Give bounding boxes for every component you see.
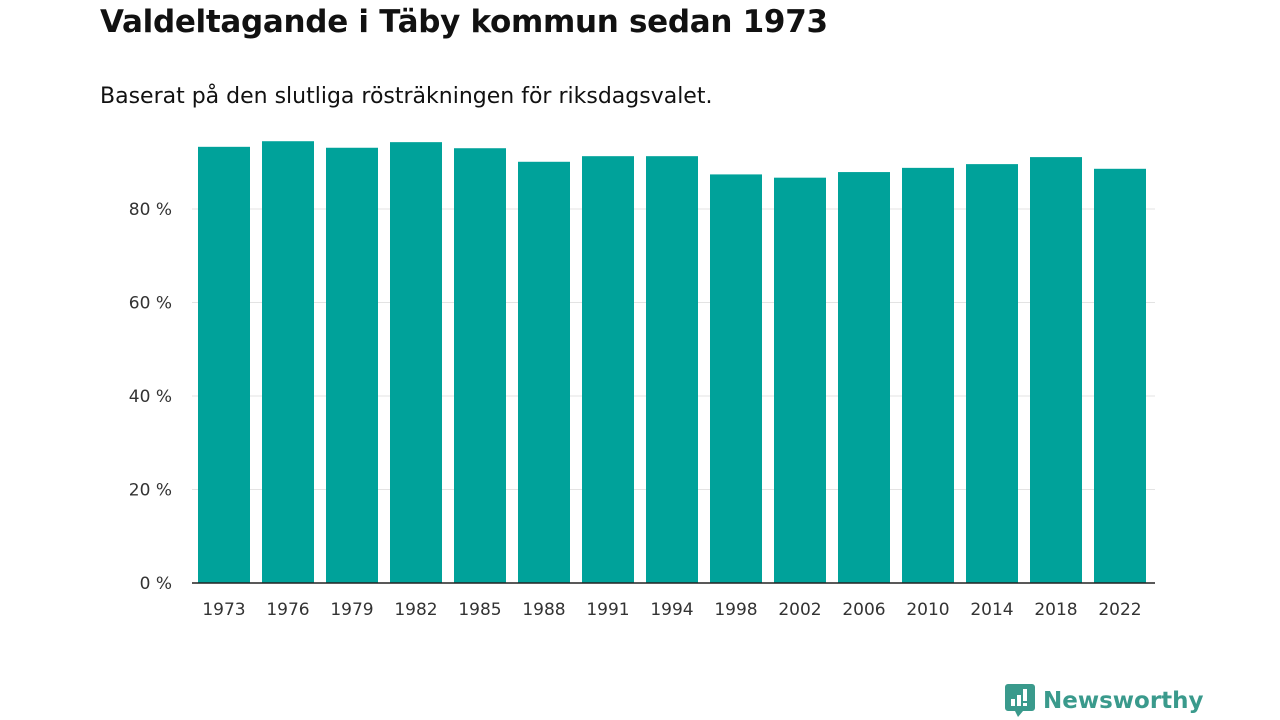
x-tick-label: 1976 [266,600,309,620]
bar-2002[interactable] [774,177,826,584]
bar-1976[interactable] [262,141,314,583]
newsworthy-logo: Newsworthy [1005,684,1204,718]
bar-1982[interactable] [390,142,442,583]
bar-2022[interactable] [1094,168,1146,584]
x-tick-label: 1979 [330,600,373,620]
logo-icon [1005,684,1035,717]
bar-2010[interactable] [902,167,954,584]
bar-1988[interactable] [518,161,570,583]
brand-name: Newsworthy [1043,688,1204,714]
bar-2006[interactable] [838,172,890,583]
y-tick-label: 60 % [129,294,172,314]
x-tick-label: 1985 [458,600,501,620]
x-tick-label: 2002 [778,600,821,620]
bar-1991[interactable] [582,156,634,584]
bar-1985[interactable] [454,148,506,583]
y-tick-label: 0 % [140,574,172,594]
x-tick-label: 2006 [842,600,885,620]
x-tick-label: 1982 [394,600,437,620]
y-tick-label: 20 % [129,481,172,501]
x-tick-label: 1991 [586,600,629,620]
bar-1994[interactable] [646,156,698,584]
bar-2014[interactable] [966,164,1018,583]
bar-2018[interactable] [1030,157,1082,584]
y-tick-label: 80 % [129,200,172,220]
bar-1973[interactable] [198,146,250,583]
x-tick-label: 2010 [906,600,949,620]
x-tick-label: 2022 [1098,600,1141,620]
bar-1998[interactable] [710,174,762,583]
chart-title: Valdeltagande i Täby kommun sedan 1973 [100,4,828,40]
x-tick-label: 2018 [1034,600,1077,620]
x-tick-label: 1988 [522,600,565,620]
x-tick-label: 1998 [714,600,757,620]
x-tick-label: 1973 [202,600,245,620]
chart-subtitle: Baserat på den slutliga rösträkningen fö… [100,84,713,109]
y-tick-label: 40 % [129,387,172,407]
x-tick-label: 2014 [970,600,1013,620]
bar-1979[interactable] [326,147,378,583]
x-tick-label: 1994 [650,600,693,620]
